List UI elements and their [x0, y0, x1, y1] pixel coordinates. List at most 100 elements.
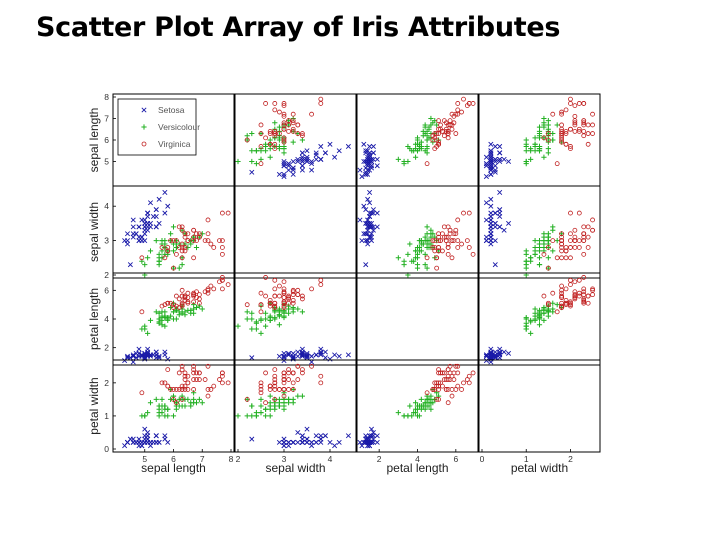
point-virginica: [179, 363, 185, 369]
point-virginica: [461, 96, 466, 102]
point-virginica: [290, 287, 296, 293]
point-virginica: [295, 292, 301, 298]
point-virginica: [470, 101, 476, 106]
point-setosa: [327, 141, 333, 147]
point-virginica: [263, 101, 269, 106]
point-virginica: [581, 275, 587, 280]
point-virginica: [563, 128, 569, 134]
point-setosa: [322, 150, 328, 156]
point-virginica: [179, 248, 185, 254]
point-virginica: [281, 295, 287, 300]
point-versicolour: [193, 304, 200, 311]
point-setosa: [374, 433, 380, 439]
y-axis-label-sepal-width: sepal width: [87, 202, 101, 262]
point-versicolour: [156, 406, 162, 412]
point-virginica: [290, 126, 296, 132]
point-virginica: [244, 137, 250, 143]
point-setosa: [145, 210, 151, 216]
point-versicolour: [263, 406, 269, 412]
point-virginica: [434, 265, 440, 271]
point-versicolour: [550, 248, 556, 254]
point-versicolour: [541, 120, 547, 126]
point-setosa: [145, 346, 151, 352]
y-tick-label: 8: [104, 92, 109, 102]
point-setosa: [497, 150, 503, 156]
point-virginica: [281, 126, 287, 132]
point-setosa: [249, 436, 255, 442]
point-virginica: [585, 224, 591, 230]
point-setosa: [147, 200, 154, 206]
point-versicolour: [156, 251, 162, 257]
point-versicolour: [532, 238, 538, 244]
point-virginica: [572, 238, 578, 244]
point-versicolour: [145, 410, 151, 416]
point-versicolour: [299, 137, 305, 143]
point-virginica: [267, 383, 273, 389]
point-versicolour: [267, 313, 273, 319]
point-virginica: [194, 289, 199, 295]
point-versicolour: [253, 148, 259, 154]
point-virginica: [267, 300, 273, 306]
point-virginica: [194, 377, 199, 382]
point-virginica: [286, 295, 292, 300]
point-setosa: [363, 171, 369, 177]
point-versicolour: [162, 413, 168, 419]
point-setosa: [142, 353, 148, 359]
point-virginica: [590, 111, 595, 117]
point-virginica: [258, 309, 264, 315]
point-versicolour: [407, 241, 413, 247]
point-virginica: [554, 255, 560, 261]
point-versicolour: [532, 143, 538, 150]
point-setosa: [286, 161, 292, 167]
point-versicolour: [142, 326, 148, 332]
point-virginica: [299, 367, 305, 373]
point-virginica: [182, 387, 188, 392]
point-setosa: [488, 238, 494, 244]
point-setosa: [365, 439, 371, 445]
point-setosa: [359, 238, 365, 244]
point-versicolour: [147, 400, 154, 406]
point-virginica: [191, 367, 197, 373]
x-tick-label: 5: [142, 454, 147, 464]
point-virginica: [176, 296, 182, 302]
point-versicolour: [182, 312, 188, 318]
point-versicolour: [249, 148, 255, 154]
point-setosa: [142, 439, 148, 445]
point-setosa: [299, 150, 305, 156]
point-virginica: [436, 370, 441, 376]
point-virginica: [185, 380, 191, 386]
point-virginica: [176, 245, 182, 250]
point-setosa: [286, 439, 292, 445]
point-virginica: [176, 370, 182, 376]
point-versicolour: [428, 234, 434, 240]
point-setosa: [363, 220, 369, 226]
y-tick-label: 4: [104, 201, 109, 211]
point-virginica: [281, 113, 287, 119]
legend: [117, 98, 197, 156]
point-virginica: [470, 370, 476, 376]
point-virginica: [263, 370, 269, 376]
point-setosa: [492, 143, 498, 149]
point-versicolour: [414, 251, 421, 257]
point-versicolour: [550, 309, 556, 315]
point-virginica: [581, 296, 587, 302]
point-setosa: [357, 439, 363, 445]
point-virginica: [576, 210, 582, 216]
point-versicolour: [428, 227, 434, 233]
point-virginica: [258, 302, 264, 308]
point-setosa: [336, 439, 342, 445]
point-virginica: [258, 131, 264, 136]
point-virginica: [165, 300, 171, 306]
point-virginica: [267, 297, 273, 303]
point-virginica: [295, 122, 301, 128]
point-virginica: [290, 120, 296, 126]
point-virginica: [179, 245, 185, 250]
point-setosa: [488, 141, 494, 147]
point-virginica: [171, 265, 176, 271]
point-setosa: [370, 143, 376, 149]
point-setosa: [165, 203, 171, 209]
point-versicolour: [523, 262, 529, 268]
point-virginica: [272, 380, 278, 386]
point-versicolour: [290, 396, 296, 402]
point-versicolour: [528, 148, 534, 154]
